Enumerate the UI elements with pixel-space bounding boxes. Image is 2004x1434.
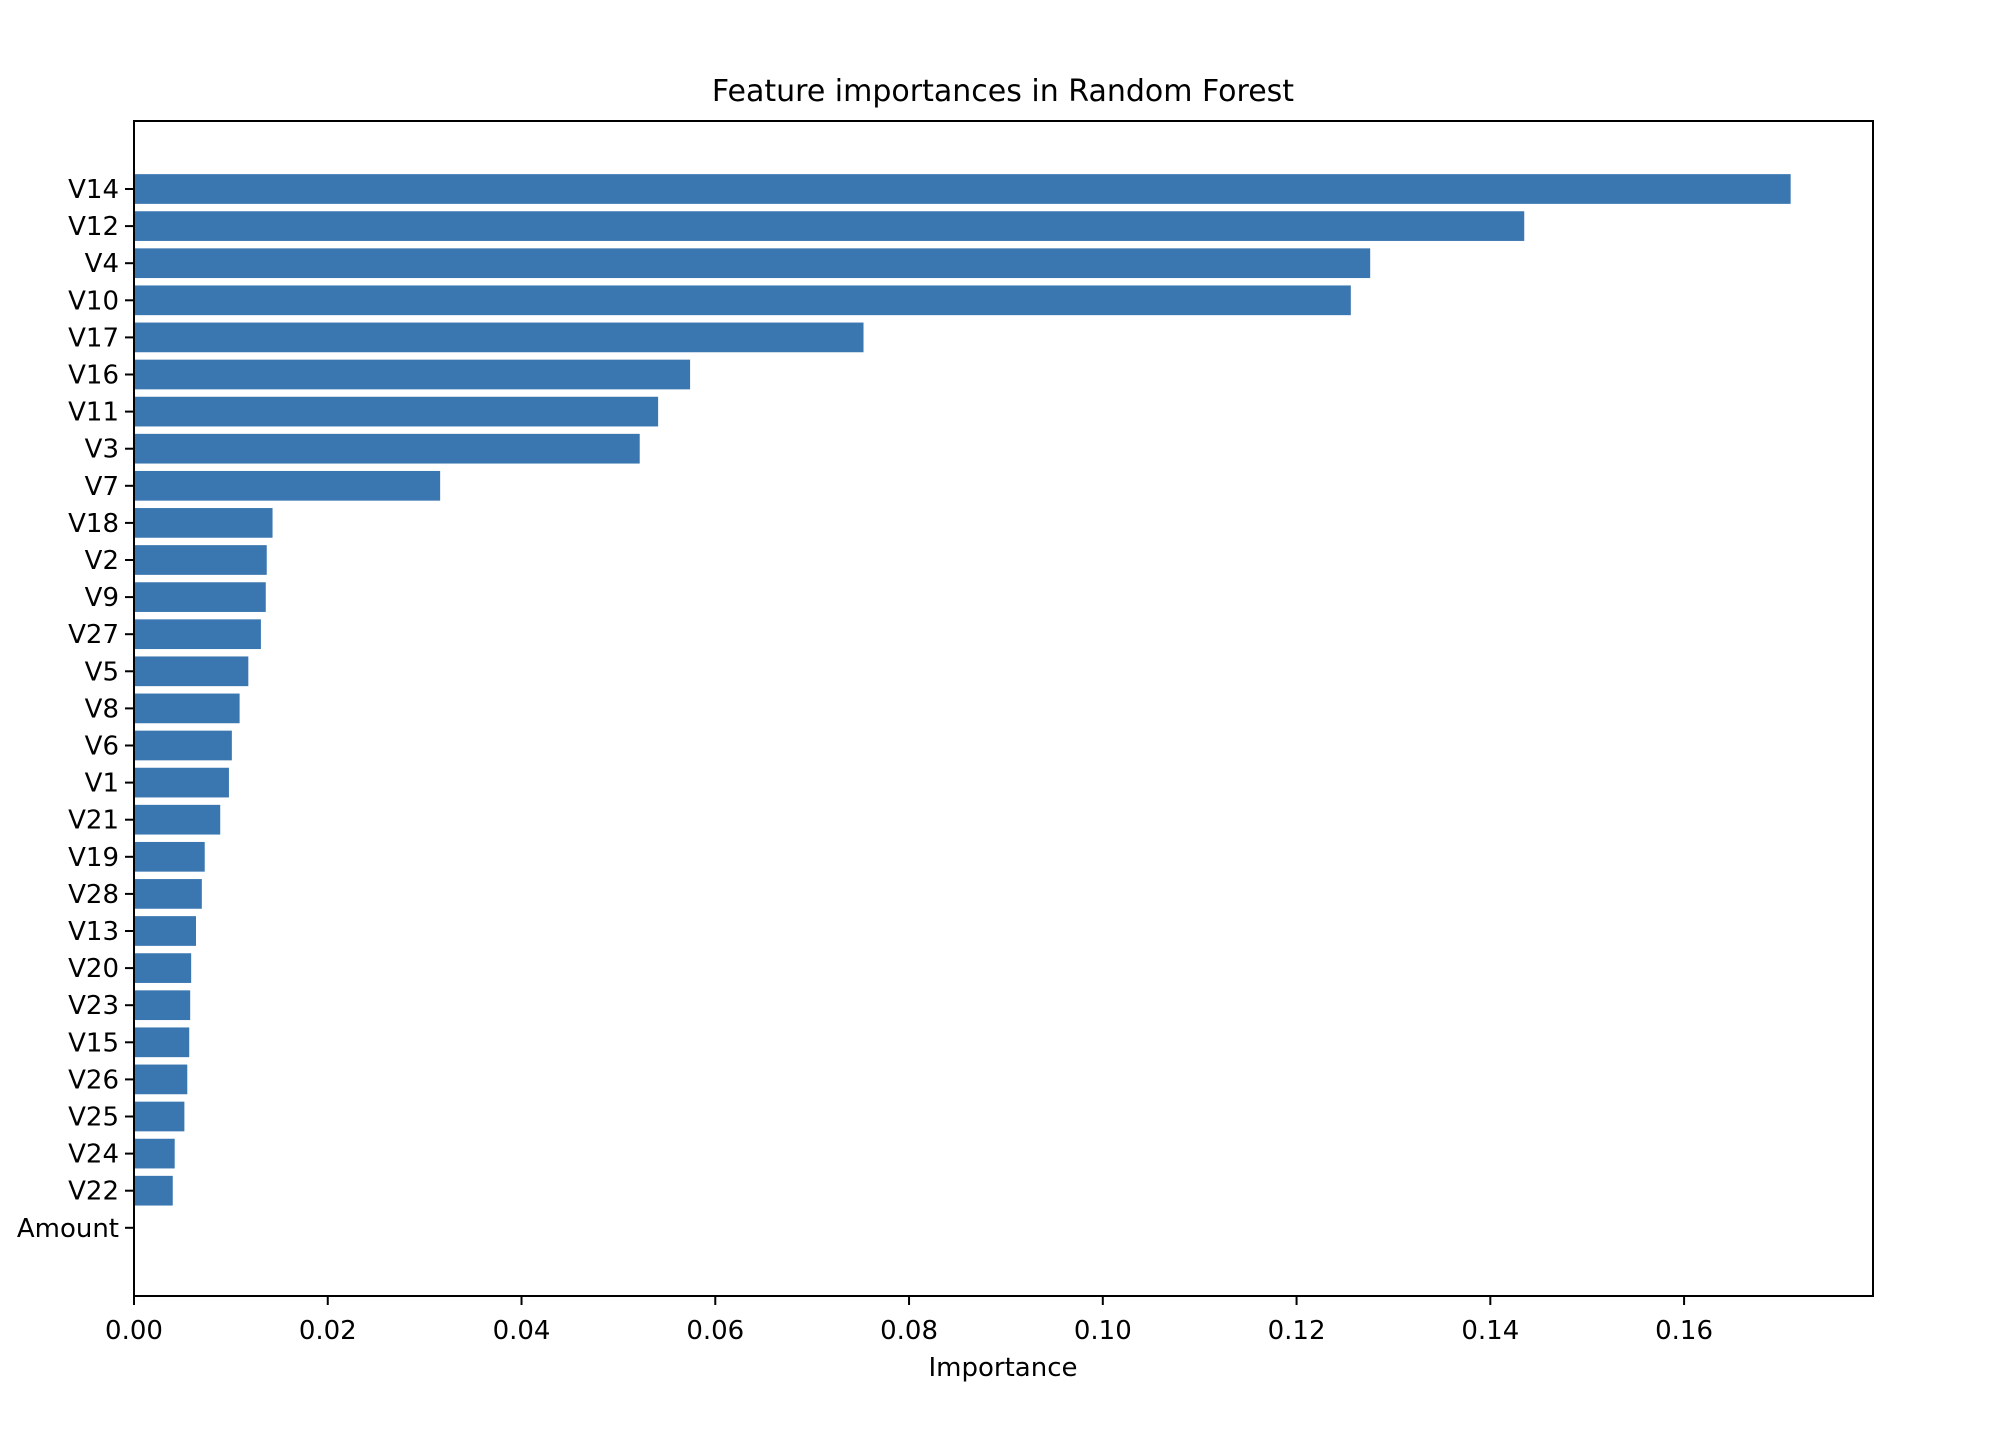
bar-v14: [134, 174, 1791, 204]
chart-title: Feature importances in Random Forest: [712, 74, 1294, 109]
y-tick-label: V22: [68, 1177, 119, 1207]
y-tick-label: V2: [85, 546, 119, 576]
y-tick-label: Amount: [17, 1214, 119, 1244]
y-axis-ticks: V14 V12 V4 V10 V17 V16 V11 V3 V7 V18 V2 V9 V27 V5 V8 V6…: [17, 175, 134, 1244]
bar-v22: [134, 1175, 173, 1206]
bar-v19: [134, 841, 205, 872]
y-tick-label: V12: [68, 212, 119, 242]
x-tick-label: 0.16: [1655, 1316, 1713, 1346]
y-tick-label: V6: [85, 732, 119, 762]
x-axis-ticks: 0.00 0.02 0.04 0.06 0.08 0.10 0.12 0.14 0.16: [105, 1296, 1713, 1346]
bar-v17: [134, 322, 864, 353]
y-tick-label: V23: [68, 991, 119, 1021]
y-tick-label: V3: [85, 435, 119, 465]
y-tick-label: V15: [68, 1028, 119, 1058]
bar-v24: [134, 1138, 175, 1169]
bar-v20: [134, 953, 192, 983]
x-tick-label: 0.02: [299, 1316, 357, 1346]
bar-v18: [134, 508, 273, 538]
bar-v9: [134, 582, 266, 612]
bar-v3: [134, 433, 640, 464]
bar-v5: [134, 656, 249, 687]
y-tick-label: V28: [68, 880, 119, 910]
x-tick-label: 0.06: [686, 1316, 744, 1346]
y-tick-label: V13: [68, 917, 119, 947]
bar-v15: [134, 1027, 190, 1058]
y-tick-label: V25: [68, 1103, 119, 1133]
bar-v28: [134, 879, 202, 909]
y-tick-label: V7: [85, 472, 119, 502]
bar-v4: [134, 248, 1371, 279]
bar-v11: [134, 396, 659, 427]
bars-group: [134, 174, 1791, 1206]
bar-v26: [134, 1064, 188, 1095]
y-tick-label: V21: [68, 806, 119, 836]
plot-frame: [133, 120, 1874, 1297]
x-tick-label: 0.14: [1461, 1316, 1519, 1346]
bar-v13: [134, 916, 196, 946]
y-tick-label: V8: [85, 694, 119, 724]
bar-v2: [134, 545, 267, 575]
y-tick-label: V10: [68, 286, 119, 316]
bar-v27: [134, 619, 261, 650]
bar-v21: [134, 804, 221, 835]
y-tick-label: V4: [85, 249, 119, 279]
bar-v6: [134, 730, 232, 761]
x-tick-label: 0.10: [1074, 1316, 1132, 1346]
y-tick-label: V17: [68, 323, 119, 353]
bar-v12: [134, 211, 1525, 241]
x-tick-label: 0.08: [880, 1316, 938, 1346]
y-tick-label: V5: [85, 657, 119, 687]
x-tick-label: 0.04: [493, 1316, 551, 1346]
y-tick-label: V20: [68, 954, 119, 984]
x-axis-label: Importance: [929, 1353, 1078, 1383]
y-tick-label: V18: [68, 509, 119, 539]
y-tick-label: V11: [68, 398, 119, 428]
bar-v10: [134, 285, 1351, 316]
y-tick-label: V1: [85, 769, 119, 799]
y-tick-label: V9: [85, 583, 119, 613]
bar-v8: [134, 693, 240, 724]
bar-v16: [134, 359, 691, 390]
y-tick-label: V16: [68, 361, 119, 391]
y-tick-label: V19: [68, 843, 119, 873]
y-tick-label: V26: [68, 1065, 119, 1095]
bar-v25: [134, 1101, 185, 1132]
y-tick-label: V24: [68, 1140, 119, 1170]
bar-v1: [134, 767, 229, 798]
y-tick-label: V14: [68, 175, 119, 205]
x-tick-label: 0.12: [1268, 1316, 1326, 1346]
bar-v7: [134, 470, 441, 501]
x-tick-label: 0.00: [105, 1316, 163, 1346]
bar-v23: [134, 990, 191, 1021]
y-tick-label: V27: [68, 620, 119, 650]
